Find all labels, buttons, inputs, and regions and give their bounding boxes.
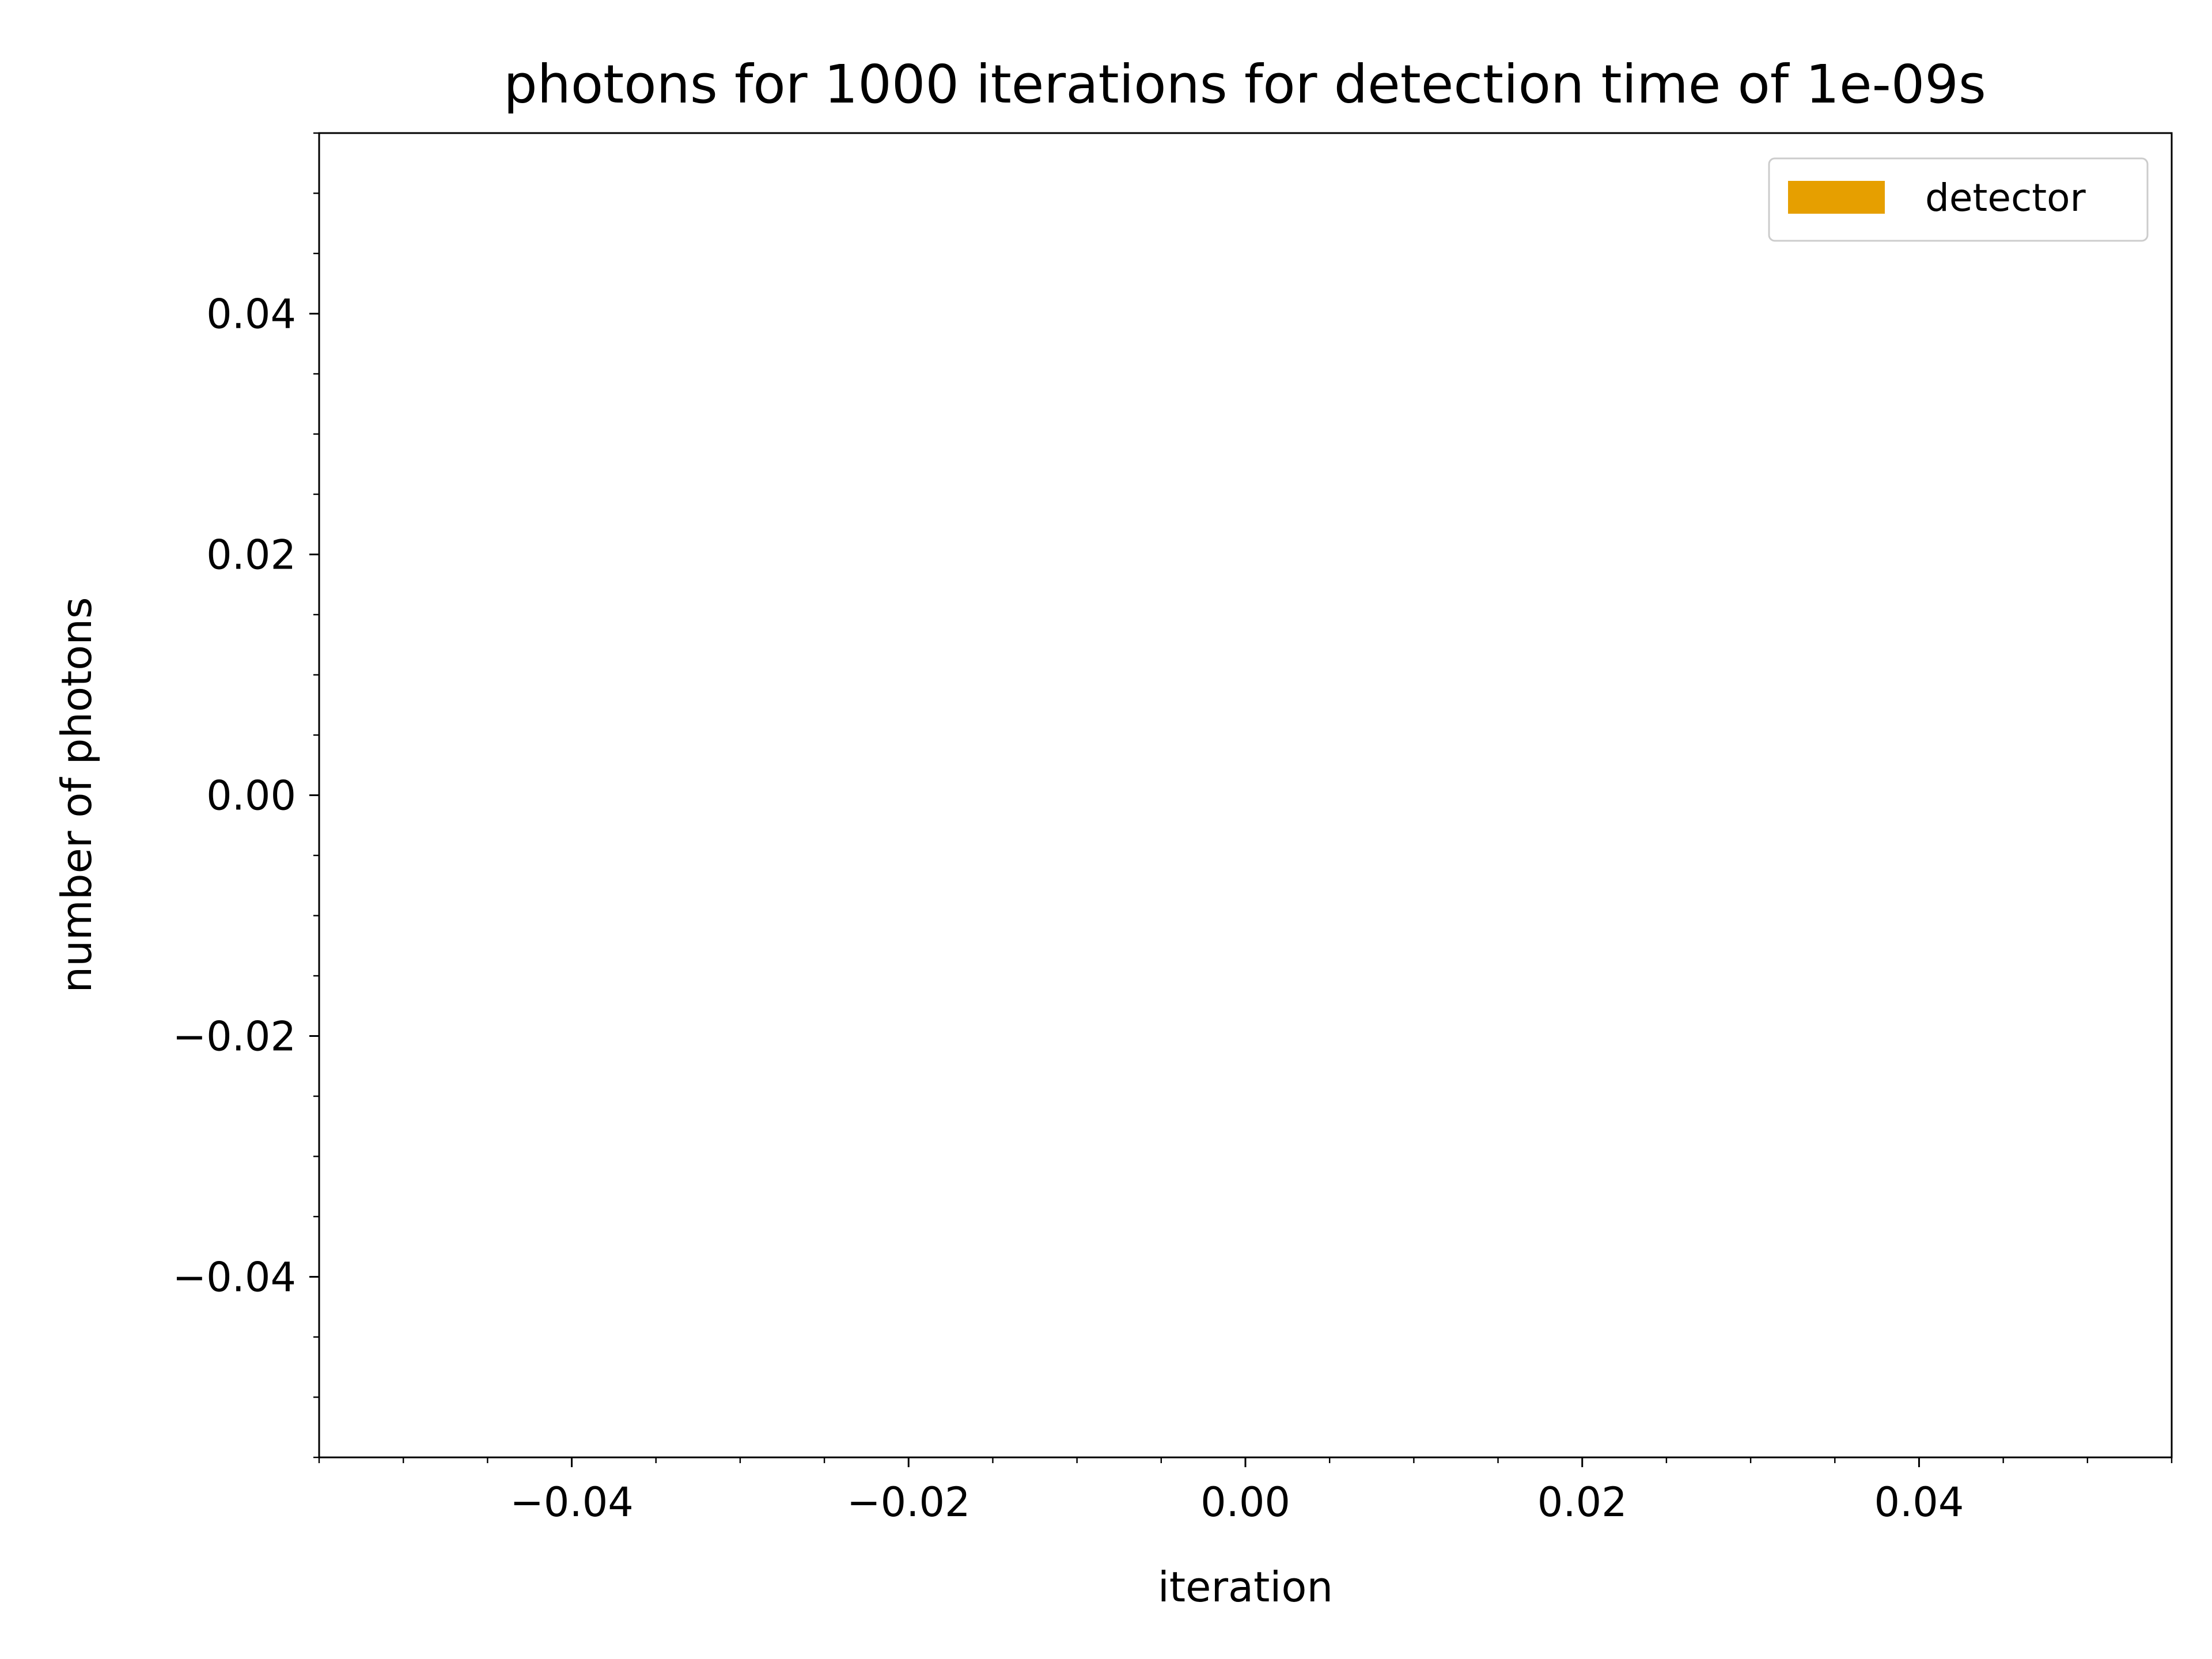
chart-title: photons for 1000 iterations for detectio… [503, 54, 1986, 115]
x-axis-minor-ticks [318, 1457, 2173, 1463]
x-tick-label: −0.02 [847, 1479, 971, 1526]
x-tick-label: 0.04 [1874, 1479, 1964, 1526]
y-axis-ticks [309, 313, 319, 1278]
x-axis-label: iteration [1158, 1563, 1333, 1611]
x-axis-ticks [571, 1457, 1920, 1467]
legend-box [1768, 157, 2149, 242]
y-tick-label: 0.00 [206, 772, 296, 820]
x-tick-label: 0.02 [1537, 1479, 1627, 1526]
legend-swatch-detector [1788, 181, 1885, 214]
legend: detector [1768, 157, 2149, 242]
y-tick-label: −0.02 [172, 1013, 296, 1060]
x-axis-tick-labels: −0.04 −0.02 0.00 0.02 0.04 [510, 1479, 1964, 1526]
y-tick-label: 0.04 [206, 291, 296, 338]
plot-area [319, 133, 2172, 1457]
y-tick-label: 0.02 [206, 532, 296, 579]
y-axis-tick-labels: −0.04 −0.02 0.00 0.02 0.04 [172, 291, 296, 1301]
y-axis-label: number of photons [52, 597, 101, 993]
legend-label-detector: detector [1925, 176, 2086, 220]
x-tick-label: −0.04 [510, 1479, 634, 1526]
x-tick-label: 0.00 [1200, 1479, 1290, 1526]
plot-frame [318, 132, 2173, 1459]
y-tick-label: −0.04 [172, 1254, 296, 1301]
y-axis-minor-ticks [313, 132, 319, 1459]
